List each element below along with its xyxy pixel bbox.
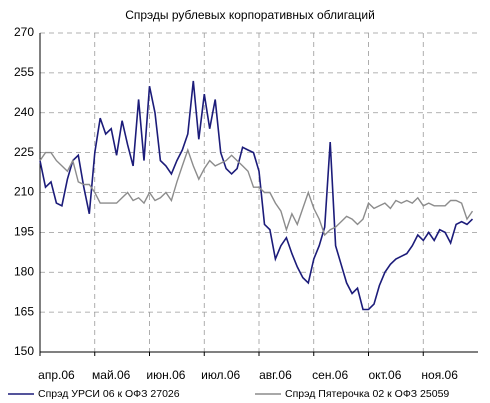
legend: Спрэд УРСИ 06 к ОФЗ 27026 Спрэд Пятерочка… (8, 388, 449, 400)
y-tick-label: 150 (14, 344, 34, 358)
legend-label: Спрэд УРСИ 06 к ОФЗ 27026 (38, 388, 180, 400)
x-tick-label: июл.06 (201, 368, 240, 382)
chart-title: Спрэды рублевых корпоративных облигаций (125, 8, 375, 22)
x-tick-label: апр.06 (38, 368, 75, 382)
y-tick-label: 195 (14, 225, 34, 239)
x-tick-label: окт.06 (368, 368, 401, 382)
y-tick-label: 165 (14, 304, 34, 318)
series-line (39, 147, 474, 237)
x-tick-label: май.06 (92, 368, 131, 382)
y-tick-label: 240 (14, 105, 34, 119)
y-tick-label: 180 (14, 264, 34, 278)
x-tick-label: сен.06 (312, 368, 348, 382)
y-tick-label: 210 (14, 185, 34, 199)
x-tick-label: июн.06 (146, 368, 185, 382)
y-tick-label: 225 (14, 145, 34, 159)
y-tick-label: 255 (14, 65, 34, 79)
x-tick-label: авг.06 (259, 368, 292, 382)
series-line (39, 80, 474, 311)
legend-label: Спрэд Пятерочка 02 к ОФЗ 25059 (285, 388, 449, 400)
x-tick-label: ноя.06 (421, 368, 458, 382)
y-tick-label: 270 (14, 25, 34, 39)
